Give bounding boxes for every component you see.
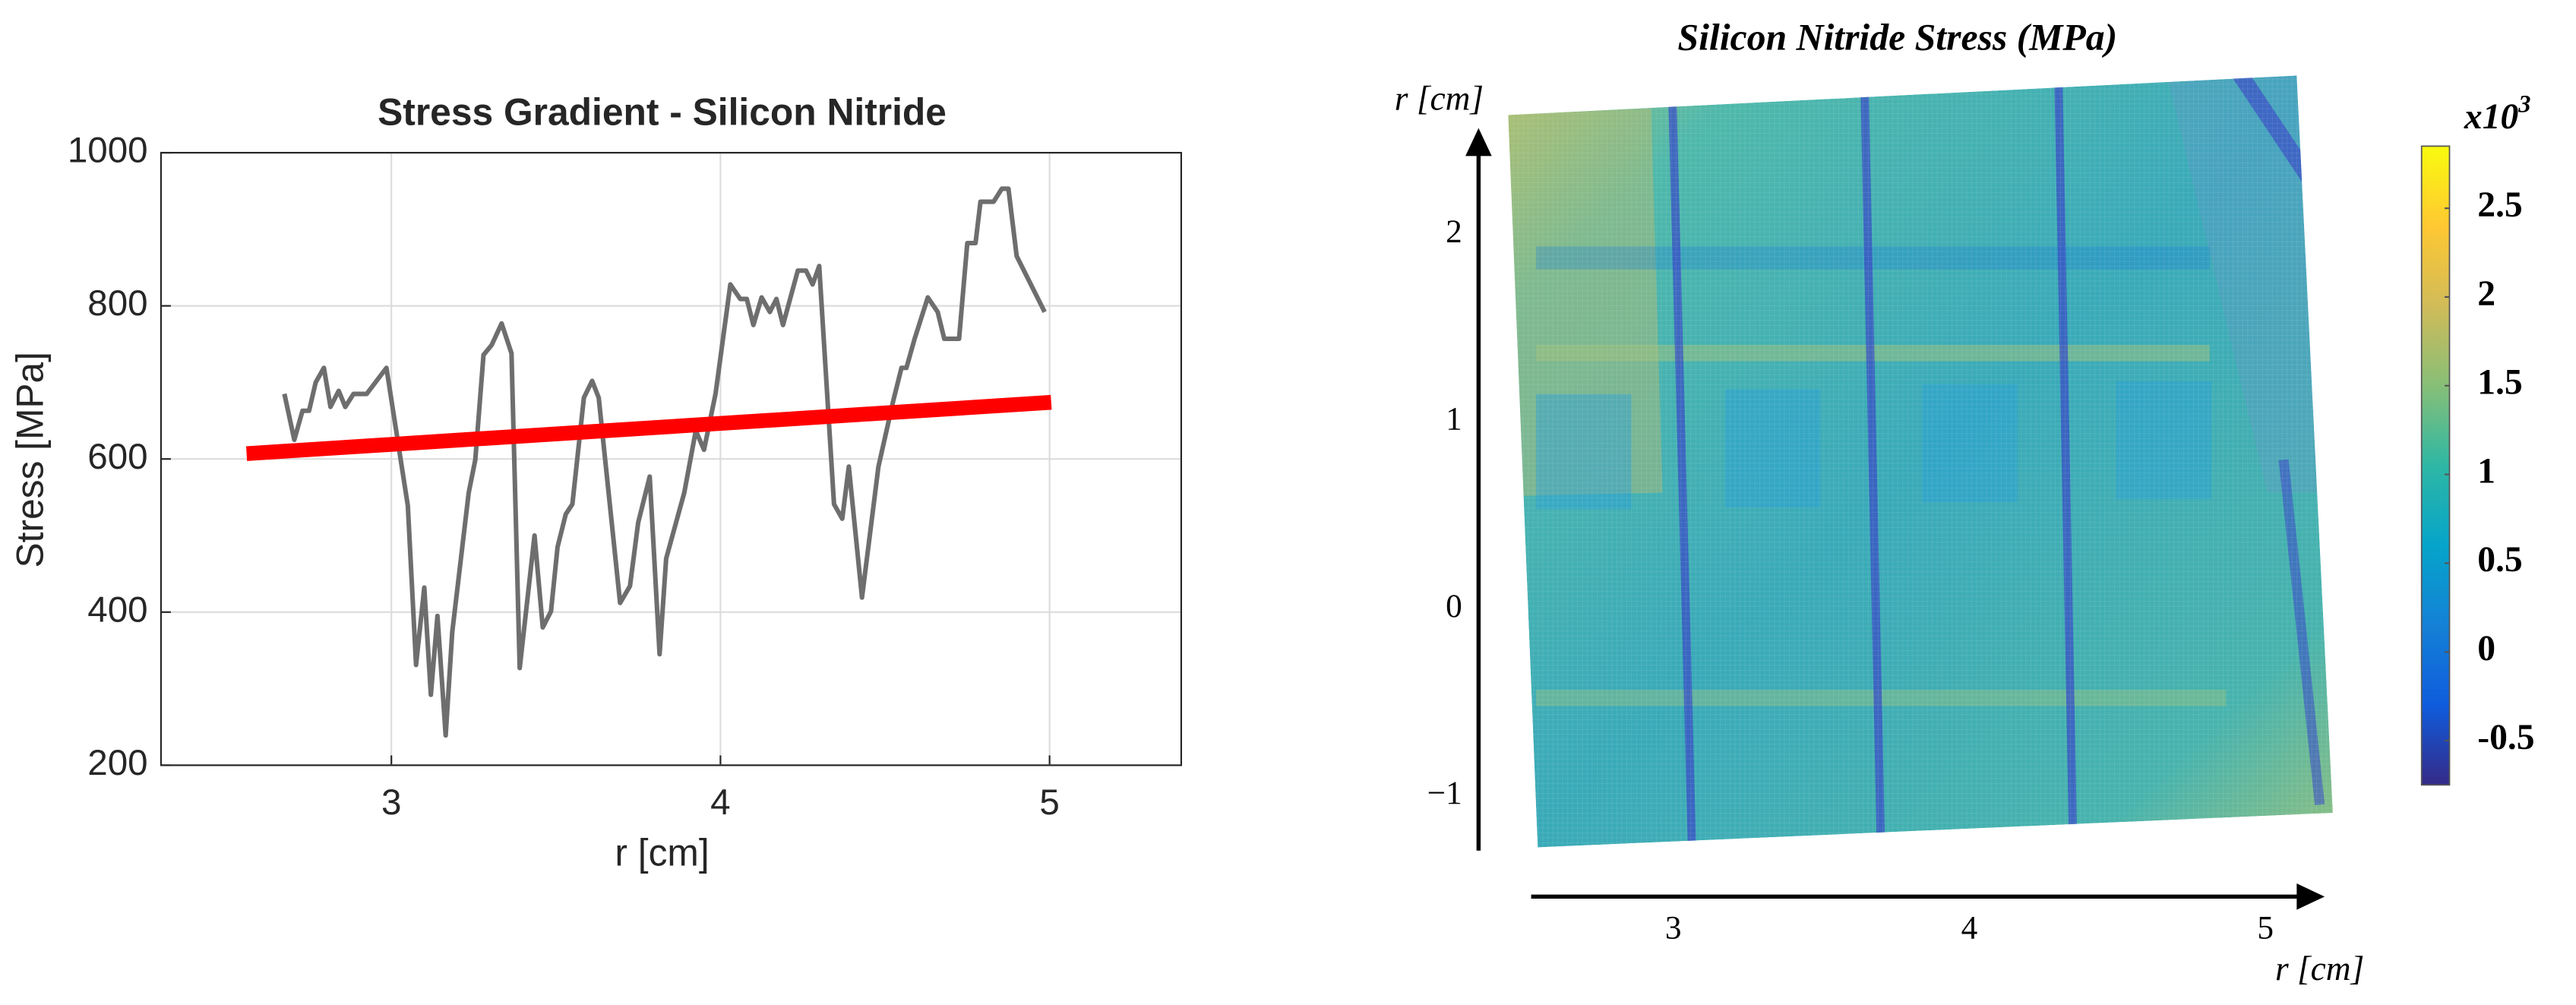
y-tick-label: −1: [1427, 775, 1462, 811]
colorbar-tick-label: 0: [2477, 629, 2495, 668]
colorbar-tick-label: 2: [2477, 274, 2495, 314]
colorbar: [2420, 145, 2451, 786]
y-tick-label: 2: [1446, 213, 1462, 250]
y-axis-label: Stress [MPa]: [8, 352, 51, 568]
colorbar-tick-label: 0.5: [2477, 540, 2522, 580]
x-tick-label: 3: [381, 782, 401, 823]
y-tick-label: 200: [87, 743, 147, 783]
plot-area: [160, 151, 1183, 766]
y-tick-label: 1: [1446, 400, 1462, 437]
colorbar-label-base: x10: [2464, 97, 2518, 137]
chart-title: Stress Gradient - Silicon Nitride: [378, 90, 947, 133]
mesh: [1508, 75, 2333, 848]
chart-title: Silicon Nitride Stress (MPa): [1677, 16, 2117, 58]
x-tick-label: 5: [2257, 910, 2274, 947]
y-tick-label: 0: [1446, 588, 1462, 624]
x-tick-label: 5: [1039, 782, 1059, 823]
colorbar-label: x103: [2464, 91, 2531, 137]
arrow-head: [2296, 883, 2325, 910]
colorbar-label-exponent: 3: [2518, 91, 2530, 119]
heatmap-image: [1508, 75, 2333, 848]
colorbar-tick-label: 1: [2477, 451, 2495, 491]
y-tick-label: 400: [87, 589, 147, 630]
y-tick-label: 800: [87, 283, 147, 324]
x-tick-label: 4: [710, 782, 730, 823]
colorbar-tick-label: 2.5: [2477, 185, 2522, 225]
colorbar-tick-label: 1.5: [2477, 363, 2522, 403]
data-line: [282, 186, 1047, 738]
colorbar-tick-label: -0.5: [2477, 718, 2534, 757]
heatmap-chart: Silicon Nitride Stress (MPa) r [cm] r [c…: [1395, 16, 2535, 988]
y-tick-label: 1000: [68, 131, 148, 171]
y-tick-label: 600: [87, 437, 147, 477]
arrow-head: [1465, 128, 1492, 156]
y-axis-label: r [cm]: [1395, 79, 1484, 117]
x-axis-label: r [cm]: [2275, 950, 2364, 988]
line-chart: Stress Gradient - Silicon Nitride r [cm]…: [8, 90, 1183, 874]
x-tick-label: 3: [1665, 910, 1682, 947]
trend-line: [245, 394, 1052, 461]
x-tick-label: 4: [1961, 910, 1978, 947]
x-axis-label: r [cm]: [615, 831, 709, 874]
